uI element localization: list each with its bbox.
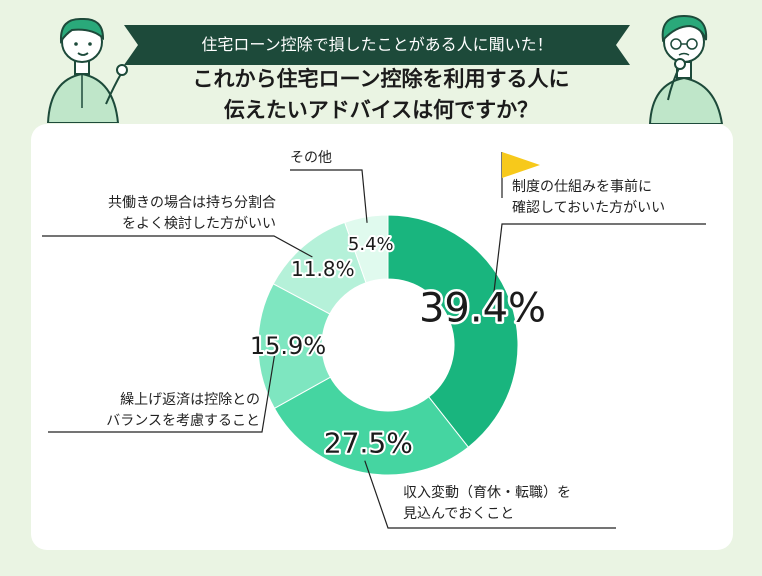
- donut-slice-4: [344, 214, 389, 284]
- value-label-2: 15.9%: [250, 332, 326, 360]
- leader-line-1: [364, 460, 616, 529]
- category-label-2: 繰上げ返済は控除との バランスを考慮すること: [106, 392, 260, 429]
- leader-line-3: [42, 235, 313, 258]
- chart-card: [31, 124, 733, 550]
- value-label-4: 5.4%: [348, 234, 394, 255]
- value-label-0: 39.4%: [419, 285, 546, 331]
- category-label-3: 共働きの場合は持ち分割合 をよく検討した方がいい: [108, 195, 276, 232]
- page-title: これから住宅ローン控除を利用する人に 伝えたいアドバイスは何ですか？: [120, 64, 642, 126]
- title-line-2: 伝えたいアドバイスは何ですか？: [223, 98, 539, 122]
- person-right-illustration: [648, 14, 724, 124]
- person-left-illustration: [46, 17, 128, 123]
- header-banner: [124, 25, 630, 65]
- category-label-0: 制度の仕組みを事前に 確認しておいた方がいい: [512, 179, 666, 216]
- category-label-1: 収入変動（育休・転職）を 見込んでおくこと: [403, 485, 571, 522]
- value-label-1: 27.5%: [324, 427, 413, 460]
- donut-slice-1: [273, 376, 470, 476]
- banner-text: 住宅ローン控除で損したことがある人に聞いた！: [201, 35, 553, 54]
- leader-line-2: [48, 345, 277, 433]
- category-label-4: その他: [290, 150, 332, 166]
- leader-line-4: [290, 169, 368, 223]
- value-label-3: 11.8%: [291, 257, 355, 281]
- leader-line-0: [491, 223, 706, 310]
- flag-icon: [501, 152, 540, 198]
- donut-slice-0: [387, 214, 519, 448]
- title-line-1: これから住宅ローン控除を利用する人に: [192, 67, 570, 91]
